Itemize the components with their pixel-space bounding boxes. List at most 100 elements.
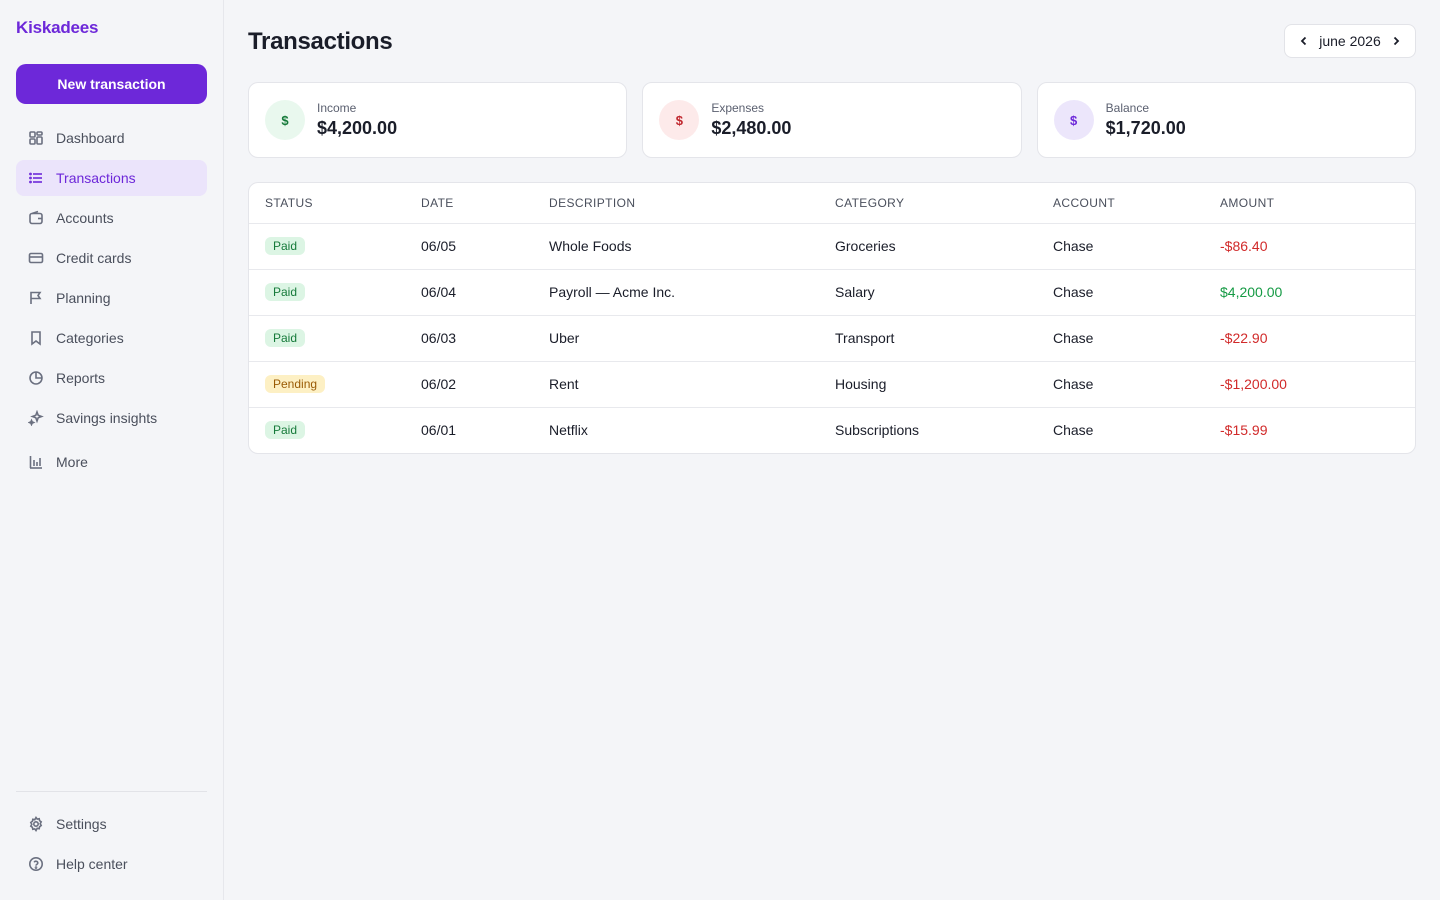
dollar-icon: $ [659, 100, 700, 140]
help-circle-icon [28, 856, 44, 872]
status-badge: Paid [265, 329, 306, 347]
amount-cell: -$22.90 [1220, 315, 1415, 362]
account-cell: Chase [1053, 422, 1094, 439]
transactions-table: STATUS DATE DESCRIPTION CATEGORY ACCOUNT… [248, 182, 1416, 454]
dollar-icon: $ [1053, 100, 1094, 140]
grid-icon [28, 130, 44, 146]
date-cell: 06/05 [421, 223, 549, 270]
chevron-left-icon[interactable] [1297, 34, 1311, 48]
gear-icon [28, 816, 44, 832]
sidebar-item-label: More [56, 454, 88, 470]
main-content: Transactions june 2026 $ Income $4,200.0… [248, 0, 1416, 900]
sidebar-item-label: Transactions [56, 170, 136, 186]
expenses-card: $ Expenses $2,480.00 [642, 82, 1022, 158]
table-row[interactable]: Paid 06/01 Netflix Subscriptions Chase -… [249, 407, 1415, 453]
table-row[interactable]: Pending 06/02 Rent Housing Chase -$1,200… [249, 361, 1415, 408]
column-header-category[interactable]: CATEGORY [835, 183, 1053, 224]
sidebar-item-label: Help center [56, 856, 128, 872]
sparkles-icon [28, 410, 44, 426]
sidebar: Kiskadees New transaction Dashboard Tran… [0, 0, 224, 900]
sidebar-item-settings[interactable]: Settings [16, 806, 207, 842]
new-transaction-button[interactable]: New transaction [16, 64, 207, 104]
column-header-amount[interactable]: AMOUNT [1220, 183, 1415, 224]
description-cell: Netflix [549, 422, 588, 439]
sidebar-item-label: Settings [56, 816, 107, 832]
card-value: $1,720.00 [1105, 118, 1186, 138]
pie-chart-icon [28, 370, 44, 386]
sidebar-item-label: Reports [56, 370, 106, 386]
sidebar-item-label: Accounts [56, 210, 114, 226]
table-row[interactable]: Paid 06/05 Whole Foods Groceries Chase -… [249, 223, 1415, 270]
status-badge: Paid [265, 421, 306, 440]
description-cell: Rent [549, 361, 835, 408]
column-header-description[interactable]: DESCRIPTION [549, 183, 835, 224]
sidebar-item-transactions[interactable]: Transactions [16, 160, 207, 196]
status-badge: Paid [265, 237, 306, 255]
account-cell: Chase [1053, 361, 1220, 408]
category-cell: Transport [835, 315, 1053, 362]
date-cell: 06/04 [421, 269, 549, 316]
status-badge: Paid [265, 283, 306, 301]
table-row[interactable]: Paid 06/03 Uber Transport Chase -$22.90 [249, 315, 1415, 362]
account-cell: Chase [1053, 269, 1220, 316]
status-badge: Pending [265, 375, 326, 393]
chevron-right-icon[interactable] [1389, 34, 1403, 48]
list-icon [28, 170, 44, 186]
month-picker: june 2026 [1284, 24, 1416, 58]
description-cell: Payroll — Acme Inc. [549, 269, 835, 316]
wallet-icon [28, 210, 44, 226]
sidebar-item-help-center[interactable]: Help center [16, 846, 207, 882]
flag-icon [28, 290, 44, 306]
category-cell: Housing [835, 361, 1053, 408]
description-cell: Whole Foods [549, 223, 835, 270]
sidebar-item-label: Planning [56, 290, 111, 306]
sidebar-item-credit-cards[interactable]: Credit cards [16, 240, 207, 276]
category-cell: Salary [835, 269, 1053, 316]
amount-cell: -$15.99 [1220, 422, 1268, 439]
sidebar-item-label: Categories [56, 330, 124, 346]
sidebar-divider [16, 791, 207, 792]
sidebar-bottom-nav: Settings Help center [16, 806, 207, 886]
amount-cell: $4,200.00 [1220, 269, 1415, 316]
date-cell: 06/02 [421, 361, 549, 408]
category-cell: Groceries [835, 223, 1053, 270]
column-header-date[interactable]: DATE [421, 183, 549, 224]
amount-cell: -$1,200.00 [1220, 361, 1415, 408]
column-header-status[interactable]: STATUS [249, 183, 421, 224]
account-cell: Chase [1053, 315, 1220, 362]
sidebar-item-label: Credit cards [56, 250, 132, 266]
column-header-account[interactable]: ACCOUNT [1053, 183, 1220, 224]
bookmark-icon [28, 330, 44, 346]
credit-card-icon [28, 250, 44, 266]
card-label: Income [317, 101, 357, 115]
brand-logo[interactable]: Kiskadees [16, 18, 99, 37]
account-cell: Chase [1053, 223, 1220, 270]
sidebar-item-dashboard[interactable]: Dashboard [16, 120, 207, 156]
card-value: $2,480.00 [711, 118, 792, 138]
date-cell: 06/01 [421, 422, 457, 439]
card-value: $4,200.00 [317, 118, 398, 138]
table-header-row: STATUS DATE DESCRIPTION CATEGORY ACCOUNT… [249, 183, 1415, 224]
sidebar-item-label: Dashboard [56, 130, 125, 146]
table-row[interactable]: Paid 06/04 Payroll — Acme Inc. Salary Ch… [249, 269, 1415, 316]
amount-cell: -$86.40 [1220, 223, 1415, 270]
description-cell: Uber [549, 315, 835, 362]
sidebar-item-more[interactable]: More [16, 444, 207, 480]
date-cell: 06/03 [421, 315, 549, 362]
sidebar-item-accounts[interactable]: Accounts [16, 200, 207, 236]
sidebar-item-categories[interactable]: Categories [16, 320, 207, 356]
sidebar-nav: Dashboard Transactions Accounts Credit c… [16, 120, 207, 484]
sidebar-item-label: Savings insights [56, 410, 158, 426]
category-cell: Subscriptions [835, 422, 920, 439]
balance-card: $ Balance $1,720.00 [1036, 82, 1416, 158]
page-title: Transactions [248, 28, 393, 55]
dollar-icon: $ [265, 100, 305, 140]
summary-cards: $ Income $4,200.00 $ Expenses $2,480.00 … [248, 82, 1416, 158]
card-label: Expenses [711, 101, 765, 115]
month-label: june 2026 [1319, 33, 1381, 49]
card-label: Balance [1105, 101, 1150, 115]
sidebar-item-reports[interactable]: Reports [16, 360, 207, 396]
bar-chart-icon [28, 454, 44, 470]
sidebar-item-planning[interactable]: Planning [16, 280, 207, 316]
sidebar-item-savings-insights[interactable]: Savings insights [16, 400, 207, 436]
